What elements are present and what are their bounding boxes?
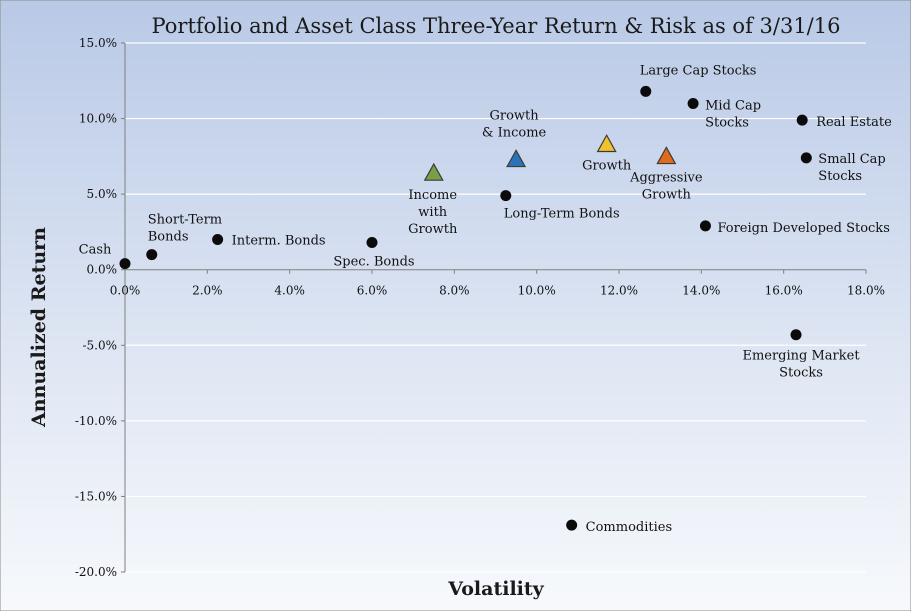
point-label: Commodities <box>586 520 672 535</box>
point-label: Real Estate <box>816 115 892 130</box>
asset-class-point <box>212 233 224 245</box>
point-label: Mid Cap Stocks <box>705 98 761 130</box>
point-label: Growth & Income <box>482 108 547 140</box>
asset-class-point <box>790 329 802 341</box>
y-tick-label: -15.0% <box>75 489 117 503</box>
asset-class-point <box>640 85 652 97</box>
point-label: Interm. Bonds <box>232 233 326 248</box>
gridlines <box>125 42 866 573</box>
x-tick-label: 2.0% <box>192 284 223 298</box>
y-tick-label: 0.0% <box>87 263 118 277</box>
y-tick-label: 10.0% <box>79 112 117 126</box>
portfolio-triangle <box>596 134 617 153</box>
point-label: Income with Growth <box>408 188 458 237</box>
point-label: Spec. Bonds <box>333 255 414 270</box>
portfolio-markers <box>423 134 677 181</box>
asset-class-point <box>146 249 158 261</box>
point-label: Foreign Developed Stocks <box>717 221 889 236</box>
x-tick-label: 18.0% <box>847 284 885 298</box>
x-tick-label: 16.0% <box>765 284 803 298</box>
x-tick-label: 12.0% <box>600 284 638 298</box>
y-tick-label: 5.0% <box>87 187 118 201</box>
asset-class-point <box>119 258 131 270</box>
x-axis-title: Volatility <box>447 578 544 600</box>
asset-class-point <box>699 220 711 232</box>
asset-class-point <box>500 190 512 202</box>
asset-class-point <box>796 114 808 126</box>
point-label: Short-Term Bonds <box>148 213 222 245</box>
asset-class-point <box>366 237 378 249</box>
point-label: Large Cap Stocks <box>640 63 757 78</box>
portfolio-triangle <box>506 149 527 168</box>
y-tick-labels: 15.0% 10.0% 5.0% 0.0% -5.0% -10.0% -15.0% -20.0… <box>75 36 117 579</box>
y-tick-label: -10.0% <box>75 414 117 428</box>
asset-class-points <box>119 85 812 531</box>
x-tick-label: 4.0% <box>274 284 305 298</box>
y-tick-label: 15.0% <box>79 36 117 50</box>
point-label: Growth <box>582 158 632 173</box>
axes <box>121 42 867 573</box>
point-labels: Cash Short-Term Bonds Interm. Bonds Spec. Bo… <box>79 63 892 535</box>
asset-class-point <box>687 97 699 109</box>
x-tick-label: 8.0% <box>439 284 470 298</box>
point-label: Emerging Market Stocks <box>742 349 860 381</box>
x-tick-label: 14.0% <box>682 284 720 298</box>
point-label: Long-Term Bonds <box>504 207 620 222</box>
portfolio-triangle <box>656 146 677 165</box>
y-tick-label: -20.0% <box>75 565 117 579</box>
y-axis-title: Annualized Return <box>28 227 50 428</box>
x-tick-labels: 0.0% 2.0% 4.0% 6.0% 8.0% 10.0% 12.0% 14.0% 16.0%… <box>110 284 885 298</box>
y-tick-label: -5.0% <box>82 338 117 352</box>
point-label: Cash <box>79 243 112 258</box>
asset-class-point <box>566 519 578 531</box>
asset-class-point <box>800 152 812 164</box>
chart-title: Portfolio and Asset Class Three-Year Ret… <box>152 14 841 38</box>
x-tick-label: 10.0% <box>518 284 556 298</box>
portfolio-triangle <box>423 162 444 181</box>
point-label: Aggressive Growth <box>629 170 703 202</box>
x-tick-label: 0.0% <box>110 284 141 298</box>
x-tick-label: 6.0% <box>357 284 388 298</box>
point-label: Small Cap Stocks <box>818 152 885 184</box>
